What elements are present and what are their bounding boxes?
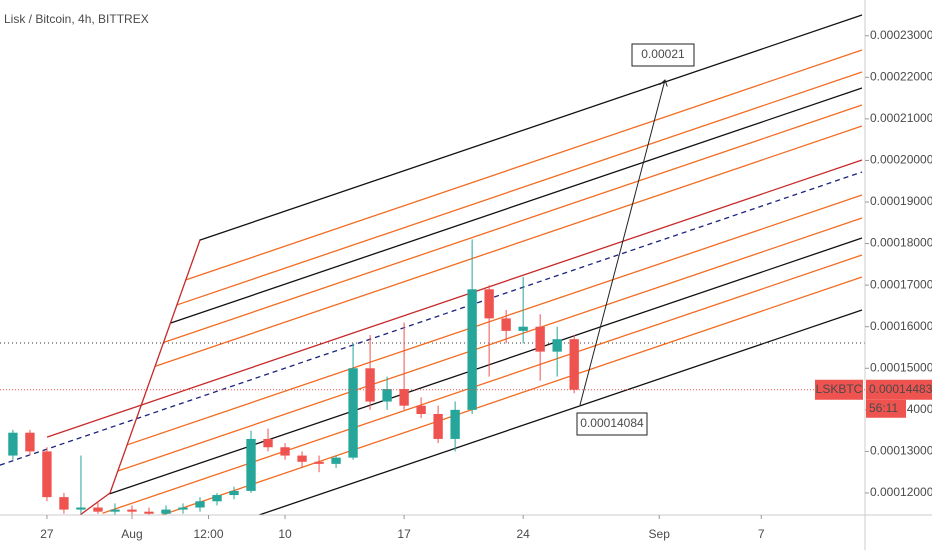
y-tick-label: 0.00018000 [870,236,932,250]
pitchfork-line [126,194,863,446]
x-tick-label: Aug [121,527,142,541]
candle-body [8,432,18,456]
annotation-box [576,412,648,436]
annotation: 0.00014084 [580,416,644,430]
pitchfork-line [117,217,863,472]
symbol-label: LSKBTC [816,382,863,396]
countdown-label: 56:11 [869,401,898,415]
pitchfork-line [109,237,863,495]
annotation: 0.00021 [641,47,685,61]
pitchfork-handle [79,492,111,515]
candle-body [450,409,460,439]
candle-body [212,495,222,502]
candle-body [161,509,171,514]
pitchfork-line [176,71,863,306]
price-tag [866,379,932,400]
candle-body [42,451,52,498]
candle-body [348,368,358,458]
candle-body [263,438,273,448]
candle-body [59,497,69,510]
price-label: 0.00014483 [869,382,932,396]
candle-body [535,326,545,352]
candle-body [144,511,154,514]
y-tick-label: 0.00016000 [870,319,932,333]
candle-body [93,507,103,512]
y-tick-label: 0.00020000 [870,153,932,167]
candle-body [229,490,239,496]
candle-body [25,432,35,452]
pitchfork-handle [109,239,201,494]
pitchfork-line [154,125,863,367]
chart-title: Lisk / Bitcoin, 4h, BITTREX [4,12,149,26]
candle-body [433,413,443,439]
candle-body [314,461,324,464]
pitchfork-line [102,254,863,514]
candles [8,239,579,515]
candle-body [246,438,256,491]
drawings [0,14,865,515]
candle-body [382,389,392,402]
x-tick-label: 7 [758,527,765,541]
candle-body [297,455,307,462]
pitchfork-line [163,104,863,344]
candle-body [467,289,477,410]
candle-body [518,326,528,331]
pitchfork-line [199,14,863,241]
candle-body [365,368,375,402]
y-tick-label: 0.00017000 [870,277,932,291]
y-tick-label: 0.00013000 [870,444,932,458]
x-tick-label: Sep [649,527,671,541]
x-tick-label: 24 [516,527,530,541]
pitchfork-line [185,49,863,281]
candle-body [178,507,188,510]
x-tick-label: 17 [397,527,411,541]
annotation-box [631,43,695,67]
candle-body [195,501,205,508]
pitchfork-line [0,171,863,466]
candle-body [280,447,290,456]
x-tick-label: 10 [278,527,292,541]
candle-body [127,509,137,512]
candle-body [76,507,86,510]
pitchfork-line [46,159,863,438]
y-tick-label: 0.00021000 [870,111,932,125]
y-tick-label: 0.00012000 [870,485,932,499]
y-tick-label: 0.00015000 [870,360,932,374]
x-tick-label: 12:00 [193,527,223,541]
candle-body [501,318,511,331]
pitchfork-line [169,87,863,324]
candle-body [399,389,409,406]
candle-body [484,289,494,319]
candle-body [110,509,120,512]
pitchfork-line [257,309,863,515]
symbol-tag [815,379,863,400]
candle-body [552,339,562,352]
y-tick-label: 0.00022000 [870,69,932,83]
candle-body [416,405,426,414]
x-tick-label: 27 [40,527,54,541]
y-tick-label: 0.00019000 [870,194,932,208]
candle-body [569,339,579,390]
countdown-tag [866,399,906,418]
y-tick-label: 0.00023000 [870,28,932,42]
projection-arrow [579,80,665,406]
pitchfork-line [159,276,863,515]
candle-body [331,457,341,464]
